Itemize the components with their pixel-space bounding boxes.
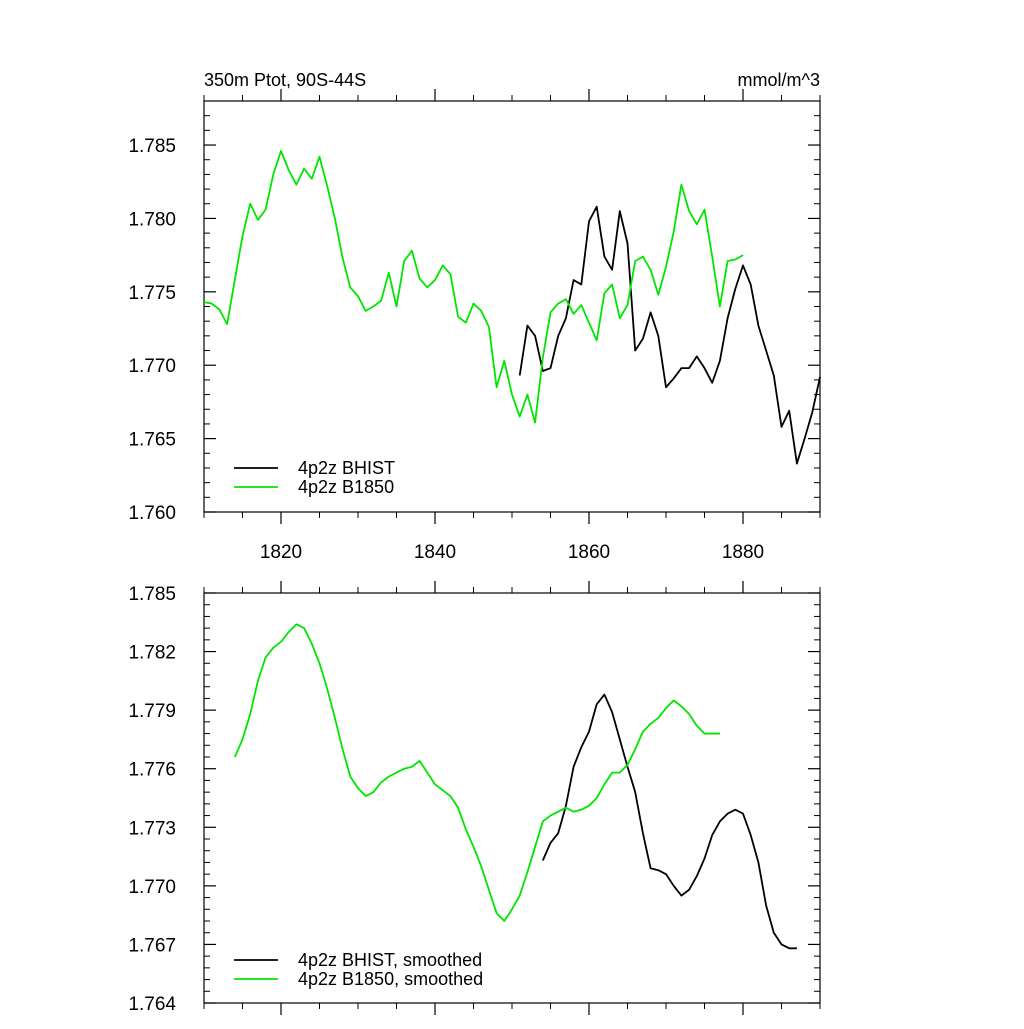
y-tick-label: 1.782 [128, 643, 176, 664]
plot-area: 1.764 1.767 1.770 1.773 1.776 1.779 1.782 1.785… [128, 581, 820, 1015]
y-tick-label: 1.775 [128, 283, 176, 304]
y-tick-label: 1.770 [128, 356, 176, 377]
y-tick-label: 1.785 [128, 584, 176, 605]
series-line-b1850 [204, 151, 743, 423]
x-tick-label: 1880 [722, 542, 764, 563]
legend-label: 4p2z BHIST, smoothed [298, 950, 482, 970]
x-tick-label: 1820 [260, 542, 302, 563]
y-tick-label: 1.765 [128, 430, 176, 451]
y-tick-label: 1.767 [128, 935, 176, 956]
y-tick-label: 1.779 [128, 701, 176, 722]
y-tick-label: 1.780 [128, 209, 176, 230]
plot-area: 1.760 1.765 1.770 1.775 1.780 1.785 1820 1840 18… [128, 89, 820, 563]
units-label: mmol/m^3 [738, 70, 820, 90]
chart-title: 350m Ptot, 90S-44S [204, 70, 366, 90]
bottom-panel: 1.764 1.767 1.770 1.773 1.776 1.779 1.782 1.785… [128, 581, 820, 1015]
y-tick-label: 1.776 [128, 760, 176, 781]
legend-label: 4p2z BHIST [298, 458, 395, 478]
series-line-b1850 [235, 624, 720, 921]
y-tick-label: 1.785 [128, 136, 176, 157]
x-tick-label: 1860 [568, 542, 610, 563]
plot-frame [204, 101, 820, 512]
y-tick-label: 1.760 [128, 503, 176, 524]
x-tick-label: 1840 [414, 542, 456, 563]
top-panel: 350m Ptot, 90S-44S mmol/m^3 1.7601.7651.… [128, 70, 820, 563]
legend-label: 4p2z B1850, smoothed [298, 969, 483, 989]
series-line-bhist [543, 695, 797, 949]
legend-label: 4p2z B1850 [298, 477, 394, 497]
plot-frame [204, 593, 820, 1003]
y-tick-label: 1.773 [128, 818, 176, 839]
y-tick-label: 1.764 [128, 994, 176, 1015]
y-tick-label: 1.770 [128, 877, 176, 898]
